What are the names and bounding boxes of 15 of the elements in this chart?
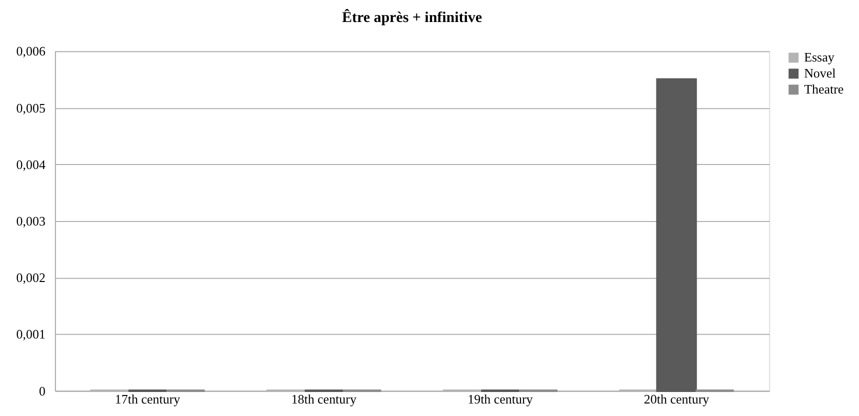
legend-label: Novel — [804, 66, 836, 81]
y-tick-label: 0,003 — [16, 213, 46, 228]
y-tick-label: 0 — [38, 383, 46, 398]
y-tick-label: 0,006 — [16, 44, 46, 59]
x-tick-label: 18th century — [291, 391, 357, 406]
x-tick-label: 17th century — [114, 391, 181, 406]
x-tick-label: 20th century — [644, 391, 710, 406]
chart-title: Être après + infinitive — [342, 9, 482, 26]
legend-label: Theatre — [804, 82, 844, 97]
y-tick-label: 0,002 — [16, 270, 46, 286]
y-tick-label: 0,005 — [16, 100, 46, 116]
y-tick-label: 0,004 — [16, 156, 46, 172]
x-tick-label: 19th century — [468, 391, 534, 406]
y-tick-label: 0,001 — [16, 326, 46, 342]
legend-label: Essay — [804, 50, 835, 65]
